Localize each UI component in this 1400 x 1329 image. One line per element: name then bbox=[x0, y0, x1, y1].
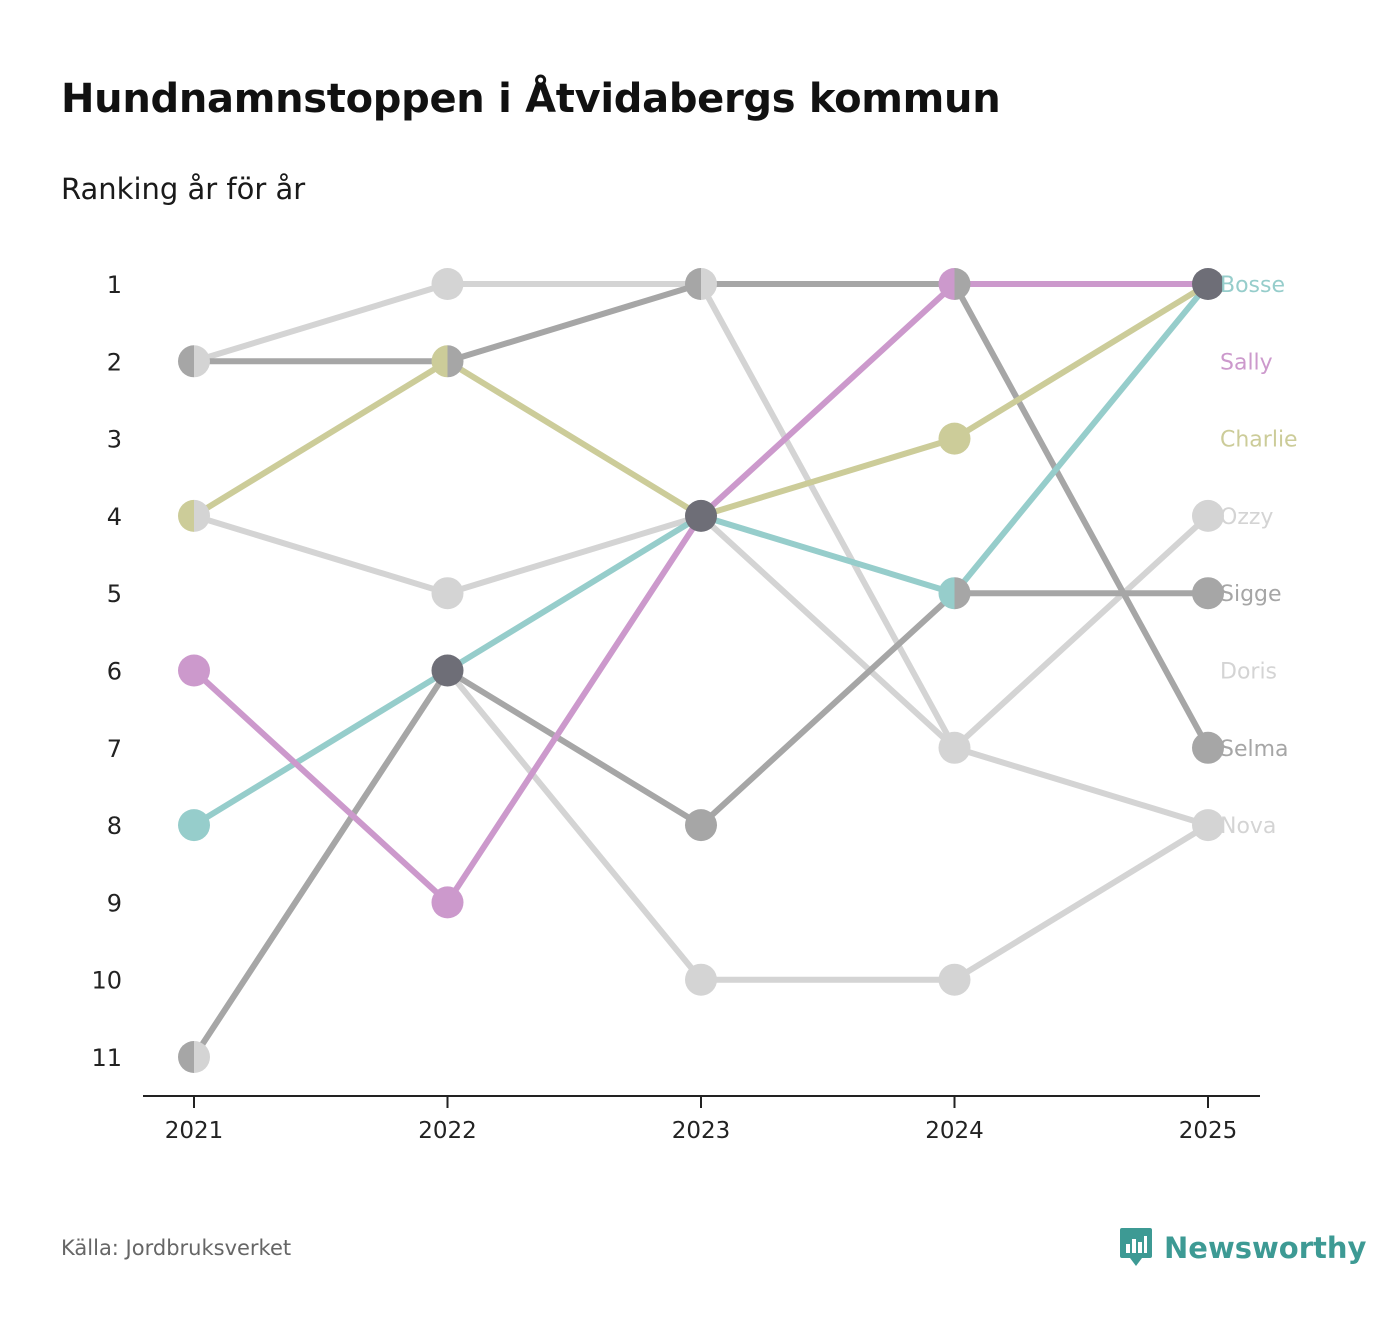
marker-2022-rank-6-shared bbox=[431, 654, 464, 687]
marker-2024-rank-1-sally-half bbox=[938, 268, 955, 300]
line-doris bbox=[191, 667, 1211, 1060]
marker-2025-rank-8-doris-half bbox=[1192, 809, 1208, 842]
marker-2021-rank-8-bosse bbox=[178, 809, 210, 842]
y-tick-label-10: 10 bbox=[91, 967, 122, 995]
marker-2024-rank-3-charlie bbox=[938, 422, 971, 455]
marker-2021-rank-11-sigge-half bbox=[178, 1041, 194, 1073]
end-label-ozzy: Ozzy bbox=[1220, 505, 1273, 530]
marker-2024-rank-5-bosse-half bbox=[938, 577, 955, 610]
marker-2021-rank-2-nova-half bbox=[194, 345, 210, 378]
marker-2023-rank-8-sigge bbox=[685, 809, 717, 842]
x-axis: 2021 2022 2023 2024 2025 bbox=[143, 1095, 1260, 1144]
marker-2024-rank-1-selma-half bbox=[954, 268, 971, 300]
chart-title: Hundnamnstoppen i Åtvidabergs kommun bbox=[61, 76, 1001, 122]
line-bosse bbox=[191, 281, 1211, 829]
x-tick-label-2024: 2024 bbox=[925, 1118, 984, 1144]
x-tick-label-2022: 2022 bbox=[418, 1118, 477, 1144]
y-tick-label-6: 6 bbox=[107, 658, 122, 686]
marker-2025-rank-5-sigge bbox=[1192, 577, 1224, 610]
chart-subtitle: Ranking år för år bbox=[61, 172, 306, 206]
line-ozzy bbox=[191, 512, 1211, 751]
marker-2025-rank-4-ozzy bbox=[1192, 499, 1224, 532]
y-axis-tick-labels: 1 2 3 4 5 6 7 8 9 10 11 bbox=[91, 271, 122, 1072]
y-tick-label-1: 1 bbox=[107, 271, 122, 299]
line-charlie bbox=[191, 281, 1211, 519]
end-label-doris: Doris bbox=[1220, 660, 1277, 685]
end-label-sally: Sally bbox=[1220, 350, 1273, 375]
y-tick-label-4: 4 bbox=[107, 503, 122, 531]
marker-2023-rank-1-nova-half bbox=[701, 268, 717, 300]
marker-2023-rank-10-doris bbox=[685, 963, 717, 996]
x-tick-label-2021: 2021 bbox=[165, 1118, 224, 1144]
marker-2023-rank-1-selma-half bbox=[685, 268, 701, 300]
marker-2024-rank-5-sigge-half bbox=[954, 577, 971, 610]
marker-2022-rank-2-selma-half bbox=[447, 345, 464, 378]
marker-2025-rank-1-shared bbox=[1192, 268, 1224, 300]
x-tick-label-2023: 2023 bbox=[672, 1118, 731, 1144]
marker-2024-rank-7-ozzy-half bbox=[938, 731, 955, 764]
marker-2021-rank-6-sally bbox=[178, 654, 210, 687]
marker-2025-rank-8-nova-half bbox=[1208, 809, 1224, 842]
line-nova bbox=[191, 281, 1211, 829]
end-label-sigge: Sigge bbox=[1220, 582, 1282, 607]
marker-2024-rank-7-nova-half bbox=[954, 731, 971, 764]
y-tick-label-9: 9 bbox=[107, 889, 122, 917]
end-label-selma: Selma bbox=[1220, 737, 1289, 762]
end-label-bosse: Bosse bbox=[1220, 273, 1285, 298]
y-tick-label-7: 7 bbox=[107, 735, 122, 763]
end-label-nova: Nova bbox=[1220, 814, 1276, 839]
brand-logo: Newsworthy bbox=[1118, 1226, 1366, 1270]
y-tick-label-8: 8 bbox=[107, 812, 122, 840]
newsworthy-chat-bars-icon bbox=[1120, 1228, 1152, 1266]
series-lines bbox=[191, 281, 1211, 1060]
marker-2021-rank-2-selma-half bbox=[178, 345, 194, 378]
brand-name: Newsworthy bbox=[1164, 1231, 1367, 1265]
marker-2025-rank-7-selma bbox=[1192, 731, 1224, 764]
y-tick-label-11: 11 bbox=[91, 1044, 122, 1072]
marker-2022-rank-9-sally bbox=[431, 886, 464, 919]
end-label-charlie: Charlie bbox=[1220, 428, 1298, 453]
marker-2021-rank-4-ozzy-half bbox=[194, 499, 211, 532]
y-tick-label-3: 3 bbox=[107, 426, 122, 454]
marker-2021-rank-11-doris-half bbox=[194, 1041, 210, 1073]
marker-2022-rank-2-charlie-half bbox=[431, 345, 448, 378]
x-tick-label-2025: 2025 bbox=[1179, 1118, 1238, 1144]
marker-2022-rank-5-ozzy bbox=[431, 577, 464, 610]
marker-2023-rank-4-shared bbox=[685, 499, 717, 532]
marker-2024-rank-10-doris bbox=[938, 963, 971, 996]
y-tick-label-5: 5 bbox=[107, 580, 122, 608]
end-labels: Bosse Sally Charlie Ozzy Sigge Doris Selma Nova bbox=[1220, 273, 1298, 839]
series-markers bbox=[177, 268, 1224, 1073]
source-note: Källa: Jordbruksverket bbox=[61, 1236, 292, 1260]
marker-2022-rank-1-nova bbox=[431, 268, 464, 300]
marker-2021-rank-4-charlie-half bbox=[177, 499, 194, 532]
y-tick-label-2: 2 bbox=[107, 348, 122, 376]
